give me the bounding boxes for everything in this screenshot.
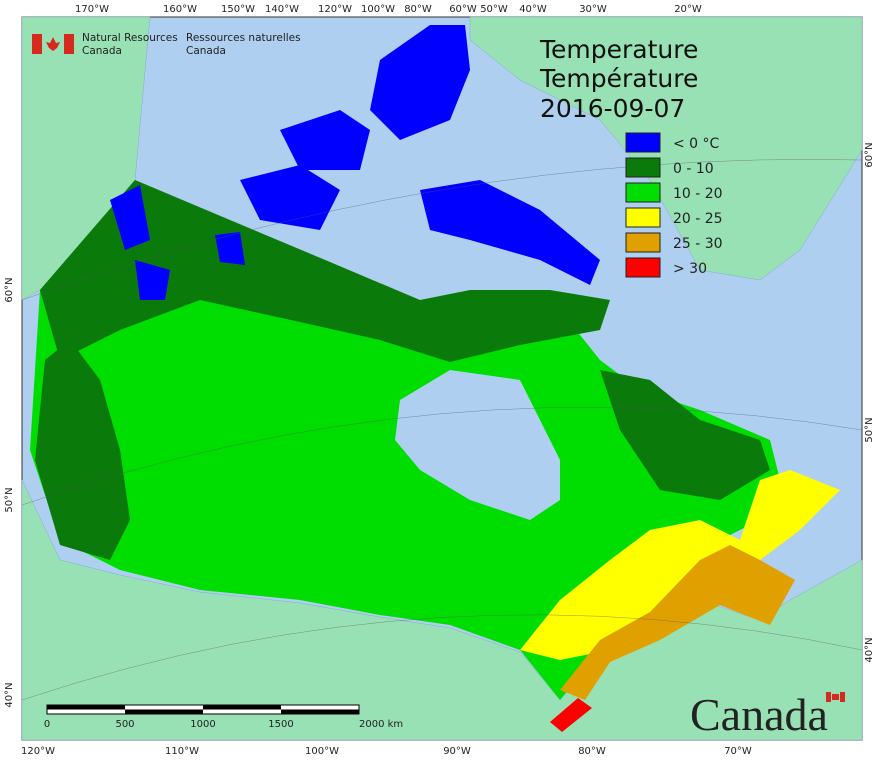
title: Temperature [539,35,698,64]
graticule-line [21,406,863,506]
legend-swatch [625,132,661,153]
graticule-label: 40°W [519,4,547,15]
graticule-label: 60°W [449,4,477,15]
graticule-label: 150°W [221,4,255,15]
legend: < 0 °C 0 - 10 10 - 20 20 - 25 25 - 30 > 30 [625,132,723,278]
mountains [135,260,170,300]
maple-leaf [46,37,60,51]
legend-swatch [625,207,661,228]
zone-0-10-coast [35,340,130,560]
legend-swatch [625,232,661,253]
legend-swatch [625,157,661,178]
scale-label: 500 [115,719,134,730]
canada [30,25,840,732]
legend-label: < 0 °C [673,136,720,152]
graticule-label: 40°N [4,682,15,707]
zone-below-0 [110,25,600,300]
graticule-label: 20°W [674,4,702,15]
flag-bar [64,34,74,54]
graticule-line [21,614,863,701]
flag-bar [826,692,831,702]
scale-label: 1000 [190,719,215,730]
graticule-label: 90°W [443,746,471,757]
graticule [21,159,863,701]
ellesmere [370,25,470,140]
other-land [21,16,863,741]
flag-bar [840,692,845,702]
title: Température [539,64,698,93]
graticule-label: 110°W [165,746,199,757]
graticule-label: 100°W [305,746,339,757]
maple-leaf [832,694,839,700]
graticule-label: 80°W [578,746,606,757]
org-name: Canada [82,45,122,57]
zone-over-30 [550,698,592,732]
graticule-line [21,159,863,301]
baffin [420,180,600,285]
flag-bar [32,34,42,54]
graticule-label: 50°N [864,417,875,442]
island [280,110,370,170]
graticule-label: 50°N [4,487,15,512]
graticule-label: 80°W [404,4,432,15]
graticule-label: 40°N [864,637,875,662]
graticule-label: 120°W [21,746,55,757]
graticule-label: 70°W [724,746,752,757]
legend-swatch [625,257,661,278]
legend-label: 0 - 10 [673,161,714,177]
graticule-label: 100°W [361,4,395,15]
hudson-bay [395,370,560,520]
graticule-label: 170°W [75,4,109,15]
graticule-label: 30°W [579,4,607,15]
header: Natural Resources Canada Ressources natu… [32,32,301,57]
scale-segment [47,705,125,710]
graticule-label: 60°N [4,277,15,302]
scale-segment [203,705,281,710]
legend-label: 20 - 25 [673,211,723,227]
zone-25-30 [560,545,795,700]
island [215,232,245,265]
legend-swatch [625,182,661,203]
legend-label: 25 - 30 [673,236,723,252]
graticule-label: 160°W [163,4,197,15]
legend-label: 10 - 20 [673,186,723,202]
wordmark: Canada [690,689,828,740]
legend-label: > 30 [673,261,707,277]
graticule-label: 120°W [318,4,352,15]
scale-label: 2000 km [359,719,403,730]
zone-0-10-labrador [600,370,770,500]
scale-bar: 0 500 1000 1500 2000 km [44,704,403,730]
graticule-label: 140°W [265,4,299,15]
zone-20-25 [520,470,840,660]
zone-0-10 [40,180,610,362]
org-name: Natural Resources [82,32,178,44]
org-name: Ressources naturelles [186,32,301,44]
yukon-north [110,185,150,250]
org-name: Canada [186,45,226,57]
scale-label: 1500 [268,719,293,730]
scale-segment [125,709,203,714]
graticule-label: 50°W [480,4,508,15]
scale-label: 0 [44,719,50,730]
graticule-label: 60°N [864,142,875,167]
date: 2016-09-07 [540,94,685,123]
island [240,165,340,230]
scale-segment [281,709,359,714]
greenland [469,16,863,281]
